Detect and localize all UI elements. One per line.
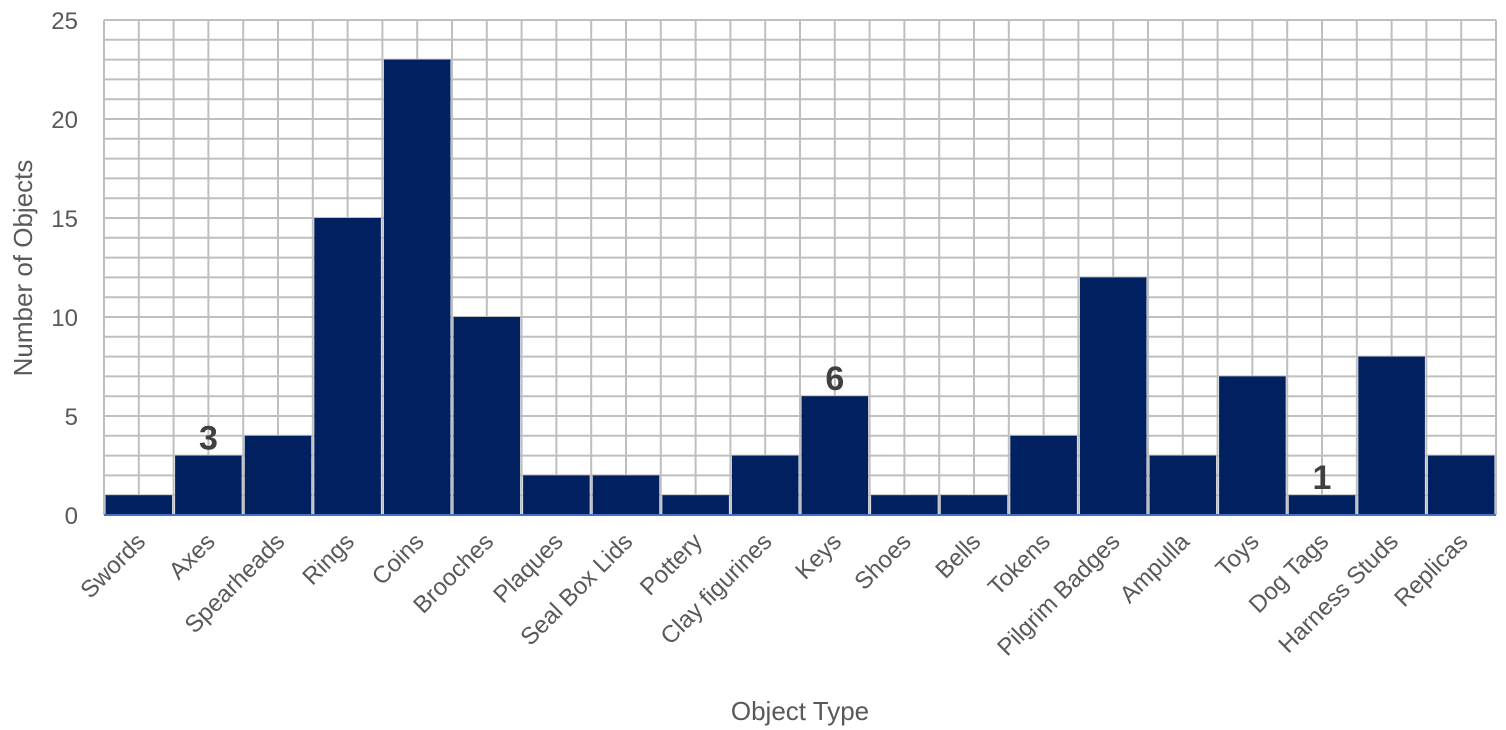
x-tick-label: Harness Studs xyxy=(1273,528,1403,658)
bar-bells xyxy=(940,495,1008,515)
bar-toys xyxy=(1219,376,1286,515)
x-tick-label: Toys xyxy=(1211,528,1265,582)
y-tick-label: 5 xyxy=(65,404,78,431)
x-tick-label: Rings xyxy=(297,528,359,590)
data-label: 1 xyxy=(1313,459,1332,497)
x-tick-label: Pilgrim Badges xyxy=(992,528,1125,661)
bar-ampulla xyxy=(1149,455,1217,515)
y-tick-label: 20 xyxy=(51,107,78,134)
bar-clay-figurines xyxy=(731,455,799,515)
y-tick-label: 10 xyxy=(51,305,78,332)
bar-pilgrim-badges xyxy=(1079,277,1147,515)
bar-keys xyxy=(801,396,869,515)
bar-axes xyxy=(175,455,242,515)
x-tick-label: Swords xyxy=(75,528,151,604)
y-axis-ticks: 0 5 10 15 20 25 xyxy=(51,8,78,530)
bar-coins xyxy=(383,59,451,515)
bar-plaques xyxy=(523,475,590,515)
bars xyxy=(105,59,1495,515)
bar-replicas xyxy=(1427,455,1495,515)
x-tick-label: Coins xyxy=(367,528,429,590)
x-tick-label: Shoes xyxy=(849,528,916,595)
x-tick-label: Replicas xyxy=(1389,528,1473,612)
y-tick-label: 15 xyxy=(51,206,78,233)
grid xyxy=(103,19,1497,516)
x-tick-label: Axes xyxy=(164,528,221,585)
bar-spearheads xyxy=(244,435,312,515)
bar-tokens xyxy=(1010,435,1077,515)
x-tick-label: Bells xyxy=(930,528,986,584)
bar-dog-tags xyxy=(1288,495,1356,515)
bar-pottery xyxy=(662,495,729,515)
bar-rings xyxy=(314,218,381,515)
y-tick-label: 25 xyxy=(51,8,78,35)
bar-seal-box-lids xyxy=(592,475,660,515)
bar-brooches xyxy=(453,317,521,515)
bar-swords xyxy=(105,495,173,515)
y-tick-label: 0 xyxy=(65,503,78,530)
data-labels: 3 6 1 xyxy=(199,360,1332,497)
x-tick-label: Ampulla xyxy=(1115,528,1196,609)
data-label: 3 xyxy=(199,420,218,458)
y-axis-title: Number of Objects xyxy=(8,160,38,377)
data-label: 6 xyxy=(825,360,844,398)
x-tick-label: Keys xyxy=(790,528,847,585)
bar-harness-studs xyxy=(1358,356,1425,515)
x-axis-title: Object Type xyxy=(731,696,869,726)
bar-shoes xyxy=(871,495,938,515)
